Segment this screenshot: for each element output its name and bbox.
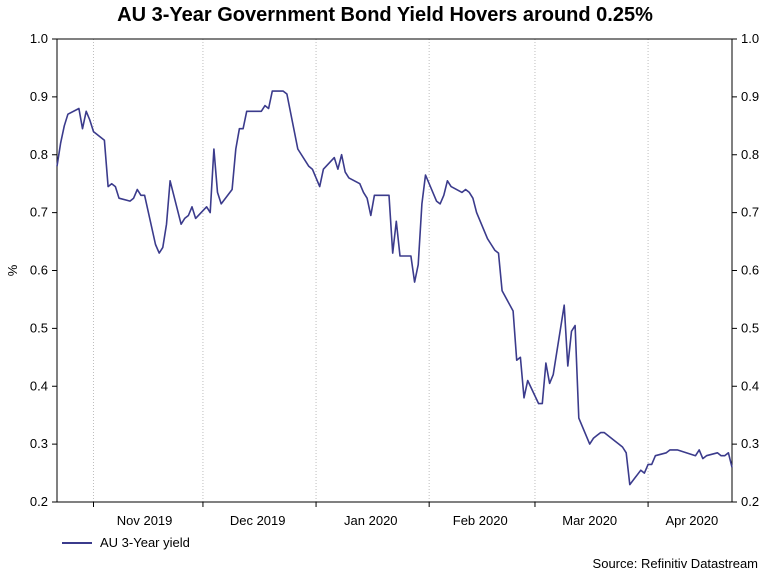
- legend-swatch: [62, 541, 92, 544]
- y-axis-label: %: [5, 264, 20, 276]
- y-tick-label-right: 0.5: [741, 320, 759, 335]
- y-tick-label-right: 0.2: [741, 494, 759, 509]
- x-tick-label: Mar 2020: [562, 513, 617, 528]
- y-tick-label-right: 1.0: [741, 31, 759, 46]
- y-tick-label-right: 0.6: [741, 263, 759, 278]
- y-tick-label-left: 0.9: [30, 89, 48, 104]
- grid: [92, 39, 649, 502]
- y-axis-left: 0.2 0.3 0.4 0.5 0.6 0.7 0.8 0.9 1.0: [30, 31, 57, 509]
- chart-title: AU 3-Year Government Bond Yield Hovers a…: [117, 4, 653, 26]
- y-tick-label-right: 0.7: [741, 205, 759, 220]
- x-tick-label: Jan 2020: [344, 513, 398, 528]
- x-axis: Nov 2019 Dec 2019 Jan 2020 Feb 2020 Mar 2020…: [92, 502, 718, 528]
- source-note: Source: Refinitiv Datastream: [592, 556, 758, 571]
- y-tick-label-right: 0.8: [741, 147, 759, 162]
- y-tick-label-left: 0.2: [30, 494, 48, 509]
- y-tick-label-left: 0.8: [30, 147, 48, 162]
- series-line: [56, 90, 733, 486]
- x-tick-label: Apr 2020: [665, 513, 718, 528]
- y-tick-label-left: 0.6: [30, 263, 48, 278]
- y-tick-label-left: 1.0: [30, 31, 48, 46]
- y-axis-right: 0.2 0.3 0.4 0.5 0.6 0.7 0.8 0.9 1.0: [732, 31, 759, 509]
- y-tick-label-left: 0.5: [30, 320, 48, 335]
- y-tick-label-right: 0.9: [741, 89, 759, 104]
- y-tick-label-right: 0.3: [741, 436, 759, 451]
- y-tick-label-left: 0.4: [30, 378, 48, 393]
- legend-label: AU 3-Year yield: [100, 535, 190, 550]
- series-group: [56, 90, 733, 486]
- plot-frame: [56, 38, 733, 503]
- y-tick-label-right: 0.4: [741, 378, 759, 393]
- x-tick-label: Dec 2019: [230, 513, 286, 528]
- x-tick-label: Nov 2019: [117, 513, 173, 528]
- x-tick-label: Feb 2020: [453, 513, 508, 528]
- y-tick-label-left: 0.3: [30, 436, 48, 451]
- legend: AU 3-Year yield: [62, 535, 190, 550]
- y-tick-label-left: 0.7: [30, 205, 48, 220]
